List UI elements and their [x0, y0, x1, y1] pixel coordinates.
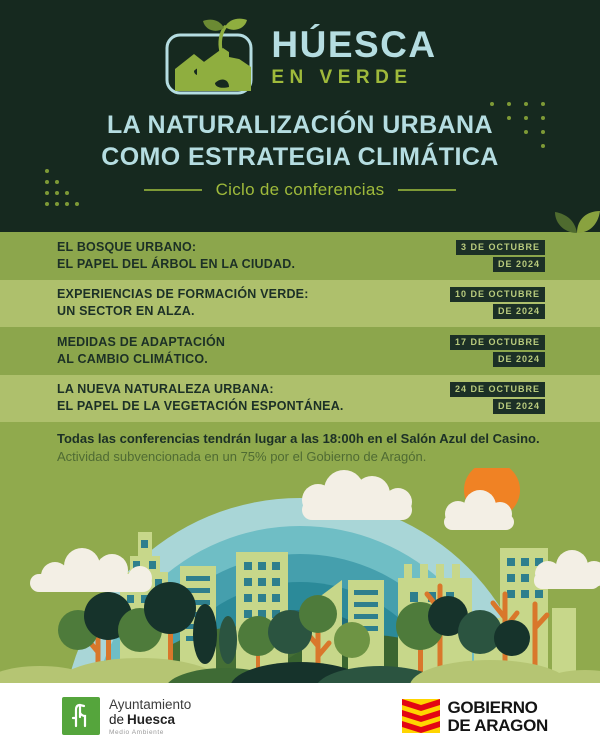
conference-date-badge: 17 DE OCTUBRE DE 2024: [449, 334, 545, 367]
conference-date-badge: 3 DE OCTUBRE DE 2024: [455, 239, 545, 272]
huesca-en-verde-logo-icon: [163, 17, 255, 97]
conference-row-4: LA NUEVA NATURALEZA URBANA: EL PAPEL DE …: [0, 374, 600, 422]
brand-name: HÚESCA: [271, 23, 437, 65]
ayuntamiento-line2-prefix: de: [109, 711, 125, 727]
conference-title-line2: EL PAPEL DE LA VEGETACIÓN ESPONTÁNEA.: [57, 399, 344, 414]
gobierno-aragon-logo: GOBIERNO DE ARAGON: [402, 698, 548, 736]
brand-logo: HÚESCA EN VERDE: [0, 0, 600, 97]
ayuntamiento-line2-bold: Huesca: [127, 711, 176, 727]
subtitle-row: Ciclo de conferencias: [0, 180, 600, 200]
date-chip-line1: 3 DE OCTUBRE: [455, 239, 545, 255]
conference-date-badge: 24 DE OCTUBRE DE 2024: [449, 382, 545, 415]
page-title: LA NATURALIZACIÓN URBANA COMO ESTRATEGIA…: [0, 109, 600, 173]
trees: [58, 582, 550, 686]
ayuntamiento-line2: de Huesca: [109, 712, 191, 727]
cloud-top-center-icon: [302, 470, 412, 520]
conference-row-2: EXPERIENCIAS DE FORMACIÓN VERDE: UN SECT…: [0, 279, 600, 327]
brand-tagline: EN VERDE: [271, 66, 413, 88]
gobierno-line1: GOBIERNO: [447, 698, 538, 718]
date-chip-line2: DE 2024: [492, 256, 545, 272]
conference-title: EXPERIENCIAS DE FORMACIÓN VERDE: UN SECT…: [57, 286, 309, 320]
conference-title-line1: EL BOSQUE URBANO:: [57, 239, 197, 254]
date-chip-line2: DE 2024: [492, 399, 545, 415]
venue-info: Todas las conferencias tendrán lugar a l…: [57, 431, 540, 446]
cloud-sun-icon: [444, 490, 514, 530]
footer: Ayuntamiento de Huesca Medio Ambiente: [0, 683, 600, 750]
ayuntamiento-line1: Ayuntamiento: [109, 696, 192, 712]
clouds: [30, 470, 600, 592]
dots-pattern-left-icon: [43, 167, 81, 214]
conference-title-line1: EXPERIENCIAS DE FORMACIÓN VERDE:: [57, 287, 309, 302]
page-subtitle: Ciclo de conferencias: [215, 180, 385, 199]
ayuntamiento-line3: Medio Ambiente: [109, 728, 165, 736]
conference-title: EL BOSQUE URBANO: EL PAPEL DEL ÁRBOL EN …: [57, 239, 295, 273]
aragon-emblem-icon: [402, 698, 441, 736]
gobierno-text: GOBIERNO DE ARAGON: [447, 699, 548, 734]
cloud-right-icon: [534, 550, 600, 589]
funding-info: Actividad subvencionada en un 75% por el…: [57, 449, 427, 464]
date-chip-line2: DE 2024: [492, 351, 545, 367]
leaf-decoration-icon: [554, 201, 600, 233]
ayuntamiento-text: Ayuntamiento de Huesca Medio Ambiente: [109, 697, 191, 736]
conference-title-line2: UN SECTOR EN ALZA.: [57, 304, 195, 319]
brand-wordmark: HÚESCA EN VERDE: [271, 26, 436, 89]
conference-date-badge: 10 DE OCTUBRE DE 2024: [449, 287, 545, 320]
date-chip-line1: 17 DE OCTUBRE: [449, 334, 545, 350]
conference-title: LA NUEVA NATURALEZA URBANA: EL PAPEL DE …: [57, 381, 344, 415]
subtitle-dash-right: [398, 189, 457, 191]
title-line-1: LA NATURALIZACIÓN URBANA: [107, 111, 493, 139]
ayuntamiento-emblem-icon: [62, 697, 100, 736]
conference-title-line2: AL CAMBIO CLIMÁTICO.: [57, 351, 208, 366]
conference-list: EL BOSQUE URBANO: EL PAPEL DEL ÁRBOL EN …: [0, 232, 600, 422]
conference-title: MEDIDAS DE ADAPTACIÓN AL CAMBIO CLIMÁTIC…: [57, 334, 225, 368]
dots-pattern-right-icon: [487, 99, 547, 154]
subtitle-dash-left: [143, 189, 202, 191]
conference-title-line1: LA NUEVA NATURALEZA URBANA:: [57, 382, 274, 397]
header: HÚESCA EN VERDE LA NATURALIZACIÓN URBANA…: [0, 0, 600, 233]
conference-row-1: EL BOSQUE URBANO: EL PAPEL DEL ÁRBOL EN …: [0, 232, 600, 280]
conference-row-3: MEDIDAS DE ADAPTACIÓN AL CAMBIO CLIMÁTIC…: [0, 327, 600, 375]
city-nature-illustration: [0, 462, 600, 750]
gobierno-line2: DE ARAGON: [447, 715, 548, 735]
date-chip-line2: DE 2024: [492, 304, 545, 320]
info-section: Todas las conferencias tendrán lugar a l…: [0, 422, 600, 468]
conference-title-line1: MEDIDAS DE ADAPTACIÓN: [57, 334, 226, 349]
cloud-left-icon: [30, 548, 152, 592]
conference-title-line2: EL PAPEL DEL ÁRBOL EN LA CIUDAD.: [57, 256, 296, 271]
date-chip-line1: 10 DE OCTUBRE: [449, 287, 545, 303]
date-chip-line1: 24 DE OCTUBRE: [449, 382, 545, 398]
title-line-2: COMO ESTRATEGIA CLIMÁTICA: [101, 143, 499, 171]
ayuntamiento-logo: Ayuntamiento de Huesca Medio Ambiente: [62, 697, 191, 736]
